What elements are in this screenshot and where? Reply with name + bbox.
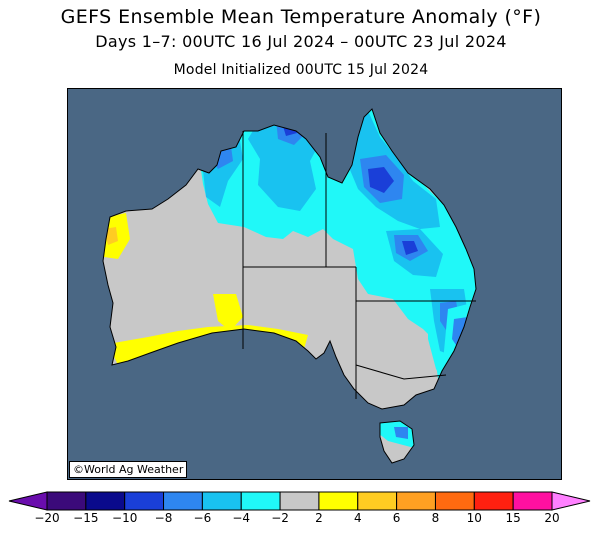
legend-tick-label: −15	[73, 511, 99, 525]
legend-swatch	[163, 491, 203, 511]
anomaly-map: ©World Ag Weather	[67, 88, 562, 480]
legend-tick-label: 20	[544, 511, 560, 525]
legend-tick-label: −8	[154, 511, 173, 525]
legend-swatch	[357, 491, 398, 511]
legend-swatch	[8, 491, 48, 511]
legend-tick-label: −4	[232, 511, 251, 525]
credit-label: ©World Ag Weather	[69, 461, 188, 478]
legend-tick-label: −6	[193, 511, 212, 525]
legend-tick-label: 6	[392, 511, 401, 525]
legend-tick-label: 2	[315, 511, 323, 525]
legend-tick-label: 8	[431, 511, 440, 525]
legend-swatch	[318, 491, 359, 511]
legend-colorbar	[8, 491, 591, 511]
legend-tick-label: −10	[112, 511, 138, 525]
tasmania	[380, 421, 414, 463]
legend-swatch	[396, 491, 436, 511]
legend-swatch	[473, 491, 514, 511]
valid-period: Days 1–7: 00UTC 16 Jul 2024 – 00UTC 23 J…	[95, 32, 507, 51]
coastline	[102, 108, 477, 464]
state-borders	[242, 131, 476, 399]
legend-swatch	[201, 491, 242, 511]
legend-tick-label: −20	[34, 511, 60, 525]
legend-swatch	[434, 491, 475, 511]
legend-tick-label: −2	[271, 511, 289, 525]
legend-swatch	[46, 491, 87, 511]
legend-swatch	[124, 491, 165, 511]
map-title: GEFS Ensemble Mean Temperature Anomaly (…	[60, 6, 542, 28]
legend-swatch	[85, 491, 126, 511]
legend-swatch	[279, 491, 320, 511]
legend-tick-label: 10	[466, 511, 482, 525]
legend-swatch	[512, 491, 553, 511]
model-init: Model Initialized 00UTC 15 Jul 2024	[173, 62, 429, 78]
legend-swatch	[240, 491, 281, 511]
legend-tick-label: 4	[353, 511, 362, 525]
legend-tick-label: 15	[505, 511, 521, 525]
legend-swatch	[551, 491, 591, 511]
map-canvas	[102, 108, 477, 464]
